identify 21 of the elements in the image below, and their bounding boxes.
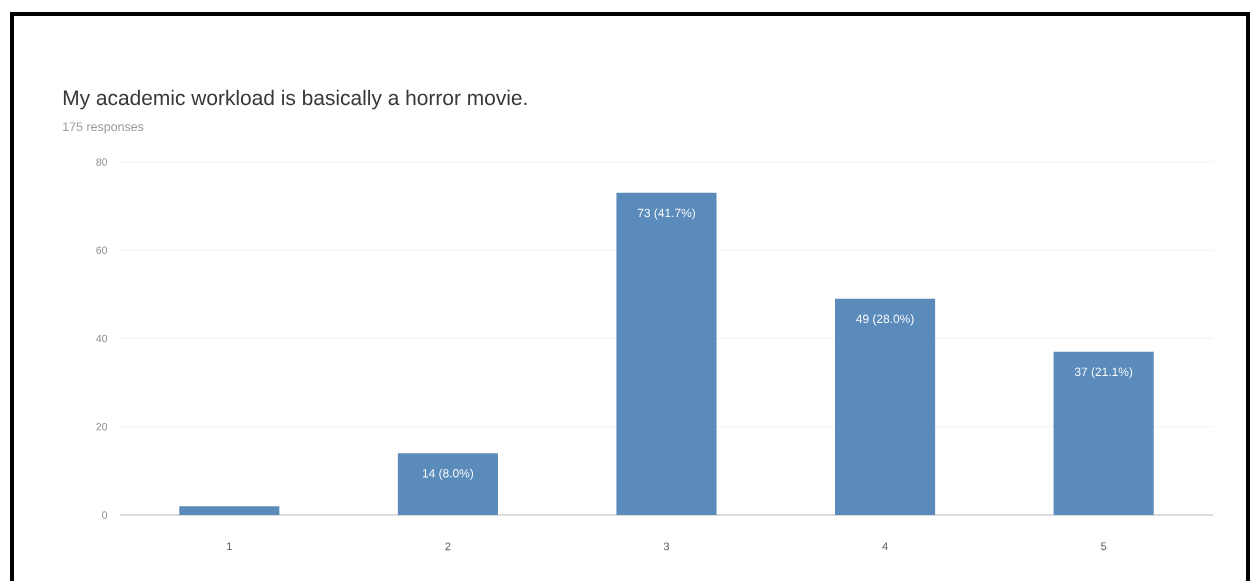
chart-subtitle: 175 responses xyxy=(63,122,144,134)
data-label: 14 (8.0%) xyxy=(422,468,474,480)
x-tick-label: 2 xyxy=(445,542,451,551)
x-tick-label: 3 xyxy=(663,542,670,551)
bar xyxy=(397,453,498,515)
data-label: 37 (21.1%) xyxy=(1074,367,1133,379)
bar xyxy=(616,192,717,515)
y-tick-label: 40 xyxy=(96,334,108,343)
data-label: 73 (41.7%) xyxy=(637,208,695,220)
data-label: 49 (28.0%) xyxy=(856,314,914,326)
y-tick-label: 0 xyxy=(102,511,108,519)
bar xyxy=(179,506,280,515)
x-tick-label: 1 xyxy=(227,542,232,551)
x-tick-label: 5 xyxy=(1101,542,1107,551)
x-tick-label: 4 xyxy=(882,542,888,551)
chart-title: My academic workload is basically a horror movie. xyxy=(63,89,527,110)
bar xyxy=(835,298,936,515)
y-tick-label: 80 xyxy=(96,158,108,166)
y-tick-label: 20 xyxy=(96,423,108,431)
y-tick-label: 60 xyxy=(96,246,108,254)
bar xyxy=(1053,351,1154,515)
